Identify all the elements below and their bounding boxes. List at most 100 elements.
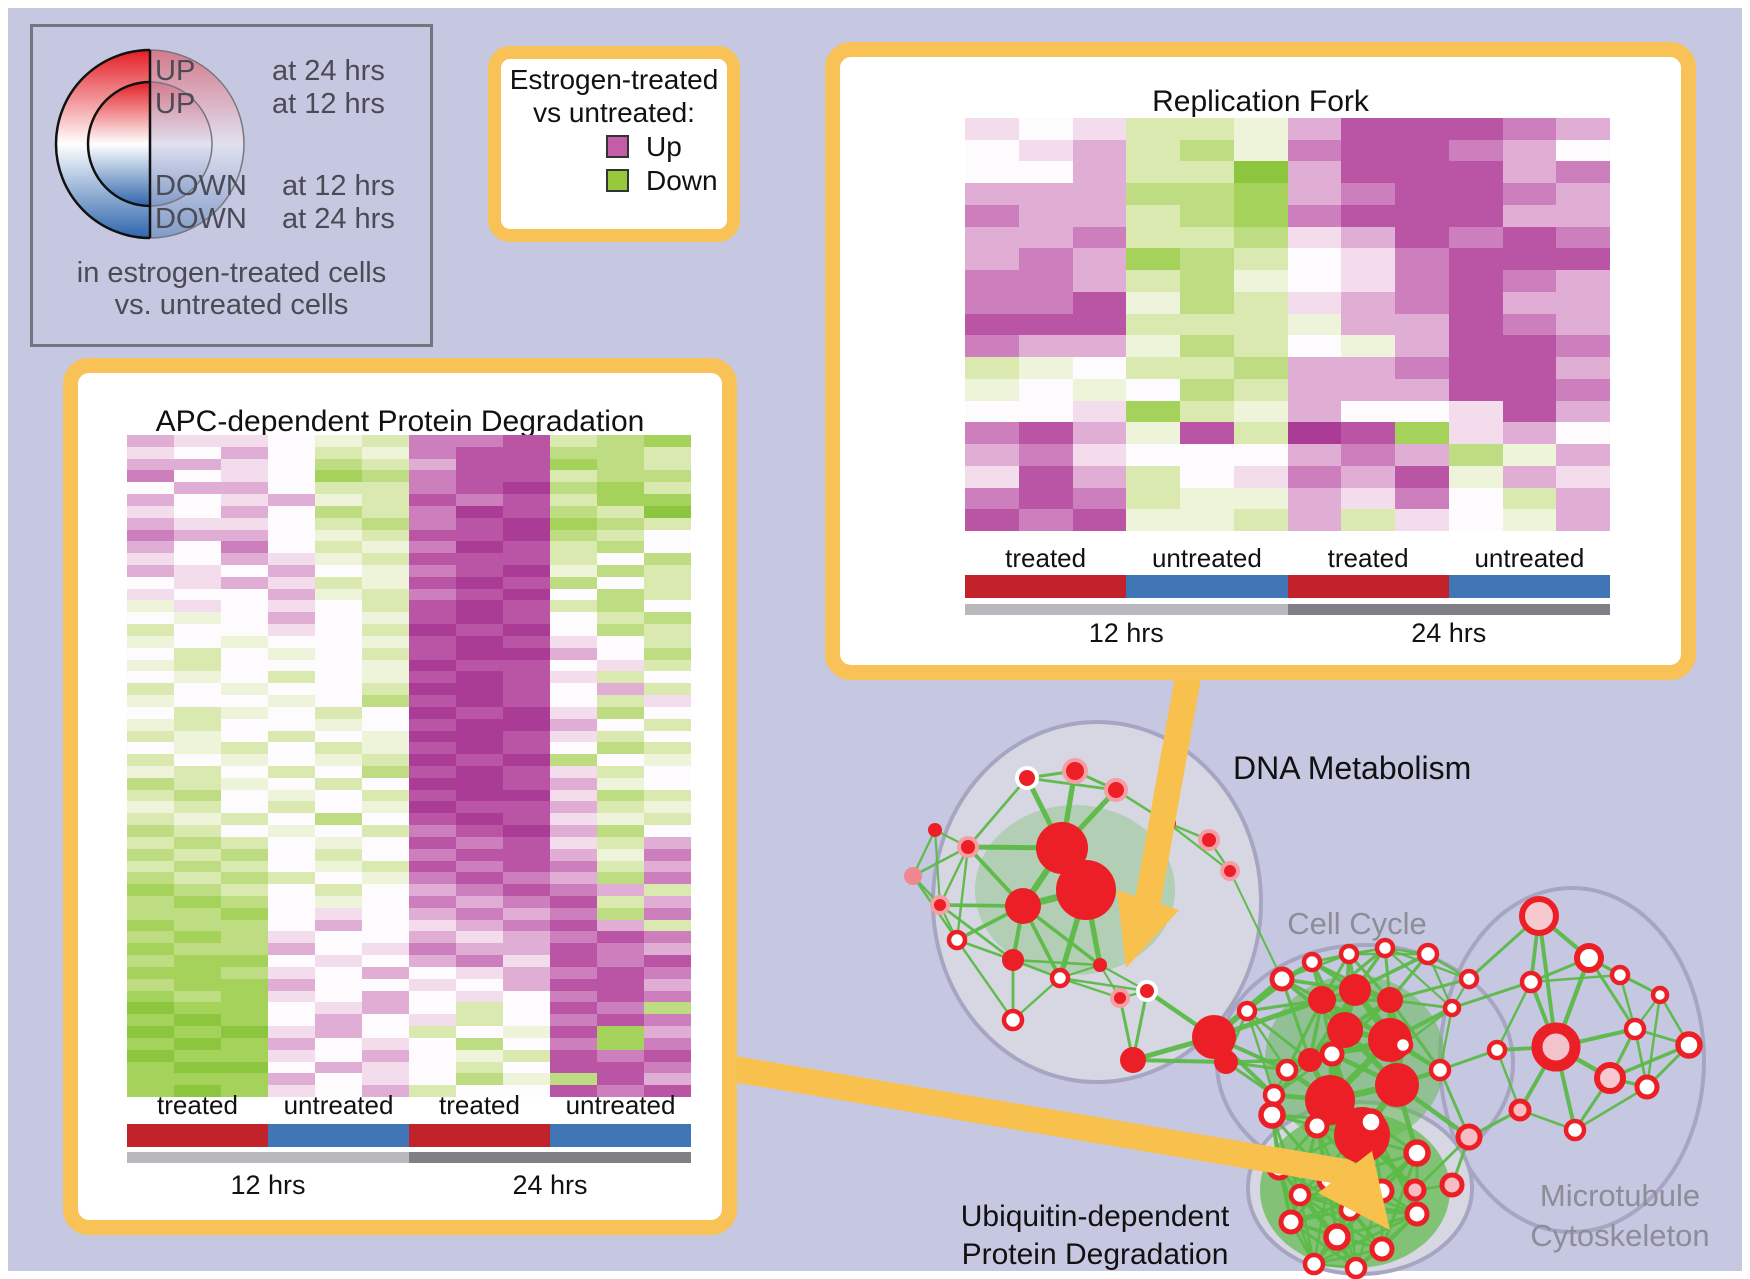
heatmap-cell: [597, 458, 644, 471]
heatmap-cell: [409, 777, 456, 790]
heatmap-cell: [221, 990, 268, 1003]
heatmap-cell: [550, 978, 597, 991]
heatmap-cell: [456, 860, 503, 873]
heatmap-cell: [127, 765, 174, 778]
heatmap-cell: [597, 742, 644, 755]
heatmap-cell: [409, 612, 456, 625]
heatmap-cell: [362, 624, 409, 636]
heatmap-cell: [268, 553, 315, 566]
heatmap-cell: [550, 1014, 597, 1027]
heatmap-cell: [1233, 139, 1288, 162]
heatmap-cell: [1126, 487, 1180, 510]
rf-time-labels: 12 hrs 24 hrs: [965, 618, 1610, 649]
heatmap-cell: [503, 505, 550, 518]
heatmap-cell: [456, 458, 503, 471]
apc-time-labels: 12 hrs 24 hrs: [127, 1170, 691, 1201]
heatmap-cell: [127, 600, 174, 613]
apc-time-bars: [127, 1152, 691, 1163]
heatmap-cell: [644, 718, 691, 731]
heatmap-cell: [174, 517, 221, 530]
heatmap-cell: [597, 919, 644, 932]
heatmap-cell: [1287, 248, 1342, 271]
heatmap-cell: [597, 765, 644, 778]
heatmap-cell: [503, 659, 550, 672]
heatmap-cell: [315, 955, 362, 967]
heatmap-cell: [221, 683, 268, 696]
heatmap-cell: [456, 718, 503, 731]
heatmap-cell: [503, 990, 550, 1003]
heatmap-cell: [503, 1002, 550, 1015]
heatmap-cell: [1072, 226, 1127, 249]
heatmap-cell: [174, 943, 221, 956]
heatmap-cell: [221, 1061, 268, 1074]
heatmap-cell: [409, 588, 456, 601]
heatmap-cell: [597, 978, 644, 991]
apc-condition-bars: [127, 1124, 691, 1147]
heatmap-cell: [1448, 422, 1503, 445]
heatmap-cell: [644, 742, 691, 755]
heatmap-cell: [1556, 335, 1610, 358]
heatmap-cell: [644, 777, 691, 790]
heatmap-cell: [503, 754, 550, 766]
heatmap-cell: [174, 1002, 221, 1015]
heatmap-cell: [409, 635, 456, 648]
heatmap-cell: [597, 706, 644, 719]
heatmap-cell: [1395, 204, 1449, 227]
heatmap-cell: [1126, 204, 1180, 227]
heatmap-cell: [174, 612, 221, 625]
heatmap-cell: [597, 884, 644, 897]
heatmap-cell: [503, 1037, 550, 1050]
heatmap-cell: [127, 777, 174, 790]
heatmap-cell: [409, 565, 456, 577]
apc-bar-12hrs: [127, 1152, 409, 1163]
heatmap-cell: [550, 836, 597, 849]
estrogen-legend-title: Estrogen-treated vs untreated:: [501, 63, 727, 129]
heatmap-cell: [174, 742, 221, 755]
heatmap-cell: [127, 872, 174, 885]
heatmap-cell: [409, 919, 456, 932]
heatmap-cell: [409, 943, 456, 956]
heatmap-cell: [1556, 270, 1610, 292]
heatmap-cell: [965, 183, 1019, 205]
heatmap-cell: [1180, 204, 1234, 227]
heatmap-cell: [127, 825, 174, 837]
heatmap-cell: [362, 470, 409, 483]
heatmap-cell: [1180, 335, 1234, 358]
heatmap-cell: [315, 966, 362, 979]
heatmap-cell: [315, 1085, 362, 1097]
heatmap-cell: [409, 435, 456, 447]
heatmap-cell: [1448, 161, 1503, 184]
heatmap-cell: [550, 671, 597, 684]
heatmap-cell: [362, 671, 409, 684]
estrogen-title-line2: vs untreated:: [533, 97, 695, 128]
heatmap-cell: [503, 470, 550, 483]
heatmap-cell: [503, 695, 550, 707]
heatmap-cell: [174, 647, 221, 660]
heatmap-cell: [221, 565, 268, 577]
heatmap-cell: [315, 683, 362, 696]
heatmap-cell: [644, 919, 691, 932]
heatmap-cell: [174, 671, 221, 684]
heatmap-cell: [362, 517, 409, 530]
heatmap-cell: [644, 553, 691, 566]
heatmap-cell: [362, 742, 409, 755]
heatmap-cell: [174, 907, 221, 920]
heatmap-cell: [1502, 313, 1557, 336]
heatmap-cell: [644, 470, 691, 483]
heatmap-cell: [409, 955, 456, 967]
heatmap-cell: [221, 860, 268, 873]
heatmap-cell: [409, 647, 456, 660]
heatmap-cell: [1233, 335, 1288, 358]
rf-condition-bars: [965, 575, 1610, 598]
apc-group-untreated-24: untreated: [565, 1090, 676, 1120]
heatmap-cell: [221, 1026, 268, 1038]
heatmap-cell: [362, 600, 409, 613]
heatmap-cell: [409, 990, 456, 1003]
heatmap-cell: [221, 517, 268, 530]
heatmap-cell: [644, 765, 691, 778]
heatmap-cell: [127, 789, 174, 802]
heatmap-cell: [362, 931, 409, 944]
heatmap-cell: [456, 1037, 503, 1050]
heatmap-cell: [127, 541, 174, 554]
heatmap-cell: [597, 801, 644, 814]
